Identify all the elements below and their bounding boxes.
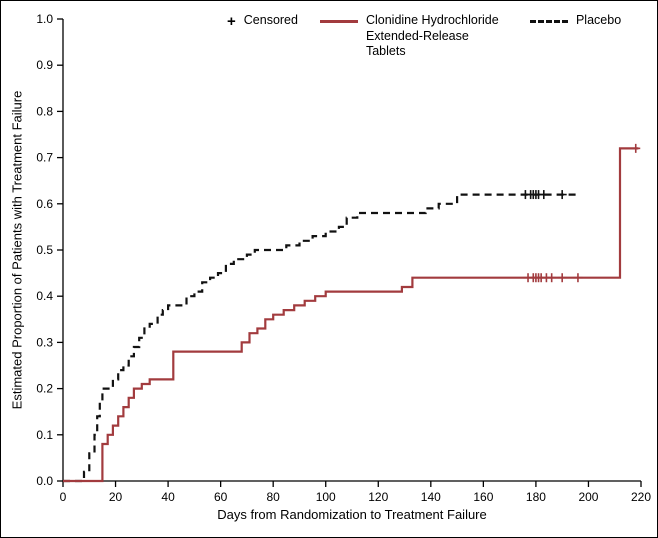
svg-text:40: 40 — [161, 490, 175, 504]
clonidine-line-swatch — [319, 20, 358, 23]
svg-text:80: 80 — [267, 490, 281, 504]
placebo-line-swatch — [529, 20, 568, 23]
svg-text:60: 60 — [214, 490, 228, 504]
svg-text:0.3: 0.3 — [36, 335, 53, 349]
svg-text:180: 180 — [526, 490, 546, 504]
svg-text:0.8: 0.8 — [36, 104, 53, 118]
svg-text:120: 120 — [368, 490, 388, 504]
svg-text:0.1: 0.1 — [36, 428, 53, 442]
svg-text:0: 0 — [60, 490, 67, 504]
legend-item-censored: + Censored — [227, 13, 298, 29]
svg-text:160: 160 — [473, 490, 493, 504]
svg-text:0.2: 0.2 — [36, 382, 53, 396]
legend: + Censored Clonidine Hydrochloride Exten… — [227, 13, 621, 60]
svg-text:220: 220 — [631, 490, 651, 504]
svg-text:0.7: 0.7 — [36, 151, 53, 165]
svg-text:0.6: 0.6 — [36, 197, 53, 211]
svg-text:140: 140 — [421, 490, 441, 504]
legend-label-placebo: Placebo — [575, 13, 622, 27]
svg-text:0.9: 0.9 — [36, 58, 53, 72]
svg-text:100: 100 — [316, 490, 336, 504]
x-axis-title: Days from Randomization to Treatment Fai… — [217, 507, 487, 522]
legend-label-censored: Censored — [243, 13, 298, 27]
svg-text:0.4: 0.4 — [36, 289, 53, 303]
svg-text:1.0: 1.0 — [36, 12, 53, 26]
svg-text:0.5: 0.5 — [36, 243, 53, 257]
legend-label-clonidine: Clonidine Hydrochloride Extended-Release… — [365, 13, 499, 59]
svg-text:200: 200 — [578, 490, 598, 504]
svg-text:20: 20 — [109, 490, 123, 504]
y-axis-title: Estimated Proportion of Patients with Tr… — [9, 90, 25, 410]
legend-item-clonidine: Clonidine Hydrochloride Extended-Release… — [319, 13, 508, 60]
svg-text:0.0: 0.0 — [36, 474, 53, 488]
legend-item-placebo: Placebo — [529, 13, 622, 29]
censored-plus-icon: + — [227, 13, 236, 30]
